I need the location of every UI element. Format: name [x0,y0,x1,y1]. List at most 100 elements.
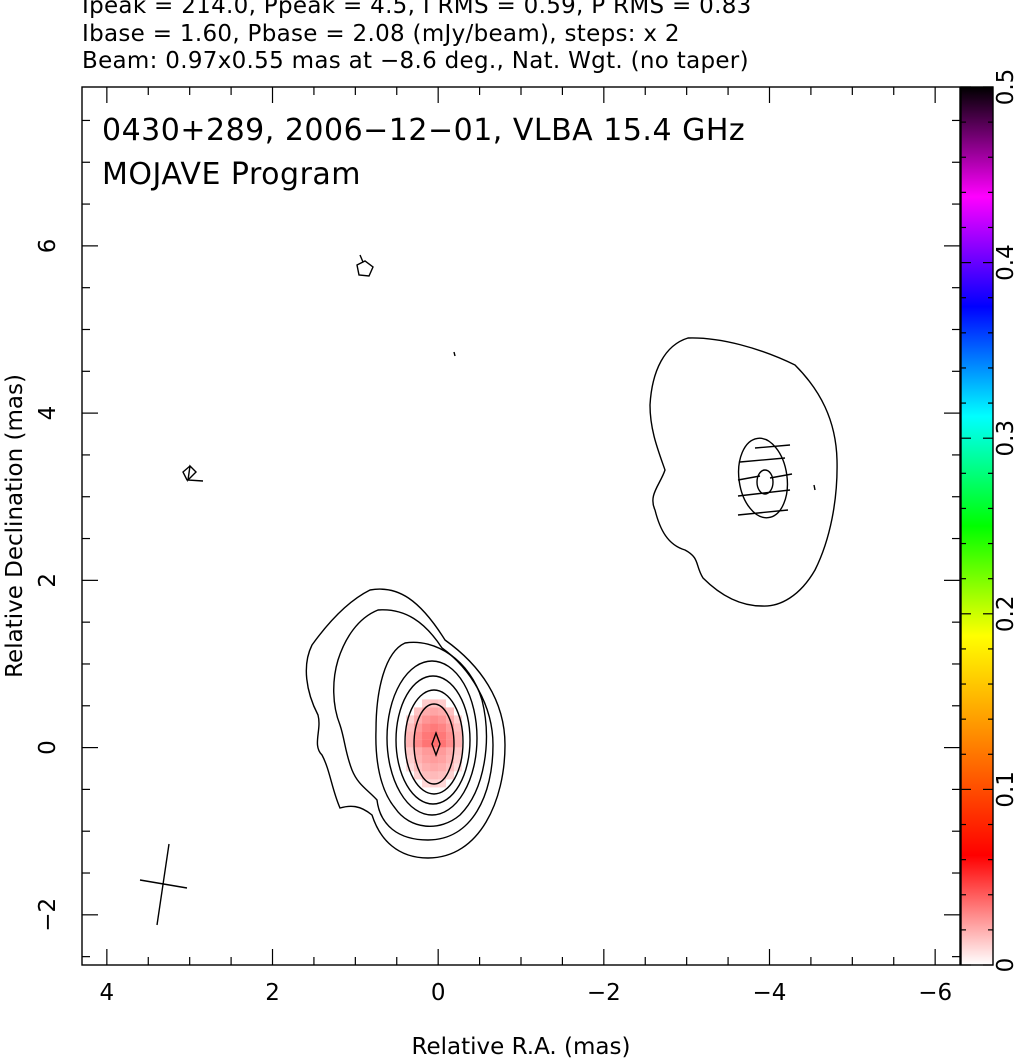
polarization-pixel [454,715,463,724]
polarization-pixel [406,763,415,772]
x-axis-label: Relative R.A. (mas) [412,1034,631,1060]
polarization-pixel [430,755,439,764]
colorbar-tick-label: 0.2 [993,596,1019,633]
polarization-pixel [454,731,463,740]
jet-contour-1 [649,337,838,607]
polarization-pixel [406,755,415,764]
polarization-pixel [414,755,423,764]
header-base-levels: Ibase = 1.60, Pbase = 2.08 (mJy/beam), s… [82,21,680,47]
core-contour-8 [431,730,441,758]
axis-tick-labels: 4 2 0 −2 −4 −6 −2 0 2 4 6 [35,239,952,1006]
core-contour-2 [333,609,494,841]
polarization-pixel [414,747,423,756]
y-tick-label: 6 [35,239,61,254]
y-tick-label: 0 [35,740,61,755]
colorbar-tick-label: 0 [993,958,1019,973]
colorbar-tick-label: 0.1 [993,771,1019,808]
polarization-pixel [454,763,463,772]
core-contour-6 [404,689,464,795]
polarization-pixel [414,707,423,716]
y-tick-label: −2 [35,898,61,932]
core-contour-5 [395,675,471,805]
polarization-pixel [438,771,447,780]
colorbar-gradient [961,87,993,965]
polarization-pixel [414,723,423,732]
polarization-pixel [430,723,439,732]
core-contour-3 [375,641,487,827]
x-tick-label: −6 [918,980,952,1006]
polarization-pixel [454,739,463,748]
polarization-pixel [422,723,431,732]
polarization-pixel [422,707,431,716]
polarization-pixel [454,747,463,756]
polarization-pixel [438,747,447,756]
polarization-pixel [422,731,431,740]
polarization-pixel [430,707,439,716]
polarization-pixel [422,779,431,788]
polarization-pixel [422,739,431,748]
polarization-pixel [446,731,455,740]
plot-subtitle: MOJAVE Program [102,157,361,192]
polarization-pixel [446,771,455,780]
polarization-pixel [422,771,431,780]
polarization-pixel [454,723,463,732]
weak-blob-contour-north [356,254,374,277]
polarization-pixel [438,779,447,788]
polarization-pixel [422,755,431,764]
polarization-pixel [446,755,455,764]
weak-blob-contour-west [182,464,204,482]
colorbar-tick-label: 0.5 [993,69,1019,106]
polarization-pixel [430,715,439,724]
colorbar-tick-label: 0.3 [993,420,1019,457]
plot-title: 0430+289, 2006−12−01, VLBA 15.4 GHz [102,113,745,148]
contour-lines [182,254,838,859]
polarization-pixel [422,715,431,724]
polarization-pixel [414,731,423,740]
polarization-pixel [454,755,463,764]
polarization-pixel [438,707,447,716]
y-tick-label: 2 [35,573,61,588]
axis-ticks [82,87,960,965]
y-tick-label: 4 [35,406,61,421]
polarization-pixel [438,715,447,724]
polarization-pixel [406,731,415,740]
header-beam-info: Beam: 0.97x0.55 mas at −8.6 deg., Nat. W… [82,48,749,74]
colorbar-tick-label: 0.4 [993,244,1019,281]
x-tick-label: −4 [753,980,787,1006]
polarization-pixel [414,739,423,748]
polarization-pixel [446,707,455,716]
polarization-pixel [414,771,423,780]
beam-ellipse-cross [139,843,188,926]
colorbar-ticks [961,86,993,966]
core-contour-4 [386,660,478,816]
x-tick-label: 4 [100,980,115,1006]
jet-contour-3 [756,469,774,495]
weak-dot [453,351,456,357]
polarization-pixel [446,747,455,756]
polarization-pixel [438,723,447,732]
polarization-pixel [422,747,431,756]
polarization-pixel [406,715,415,724]
polarization-pixel [430,739,439,748]
polarization-pixel [430,763,439,772]
colorbar-frame [960,86,994,966]
polarization-pixel [438,763,447,772]
core-contour-7 [413,703,455,785]
polarization-pixel [446,723,455,732]
polarization-pixel [406,723,415,732]
polarization-pixel [422,763,431,772]
y-axis-label: Relative Declination (mas) [2,374,28,678]
polarization-pixel [422,699,431,708]
x-tick-label: −2 [587,980,621,1006]
x-tick-label: 2 [265,980,280,1006]
polarization-pixel [438,699,447,708]
header-stats: Ipeak = 214.0, Ppeak = 4.5, I RMS = 0.59… [82,0,752,19]
polarization-pixel [438,739,447,748]
polarization-pixel [446,739,455,748]
jet-contour-dot [813,484,816,491]
polarization-vectors [737,444,793,516]
polarization-pixel [438,731,447,740]
polarization-pixel [406,739,415,748]
polarization-pixel [406,747,415,756]
